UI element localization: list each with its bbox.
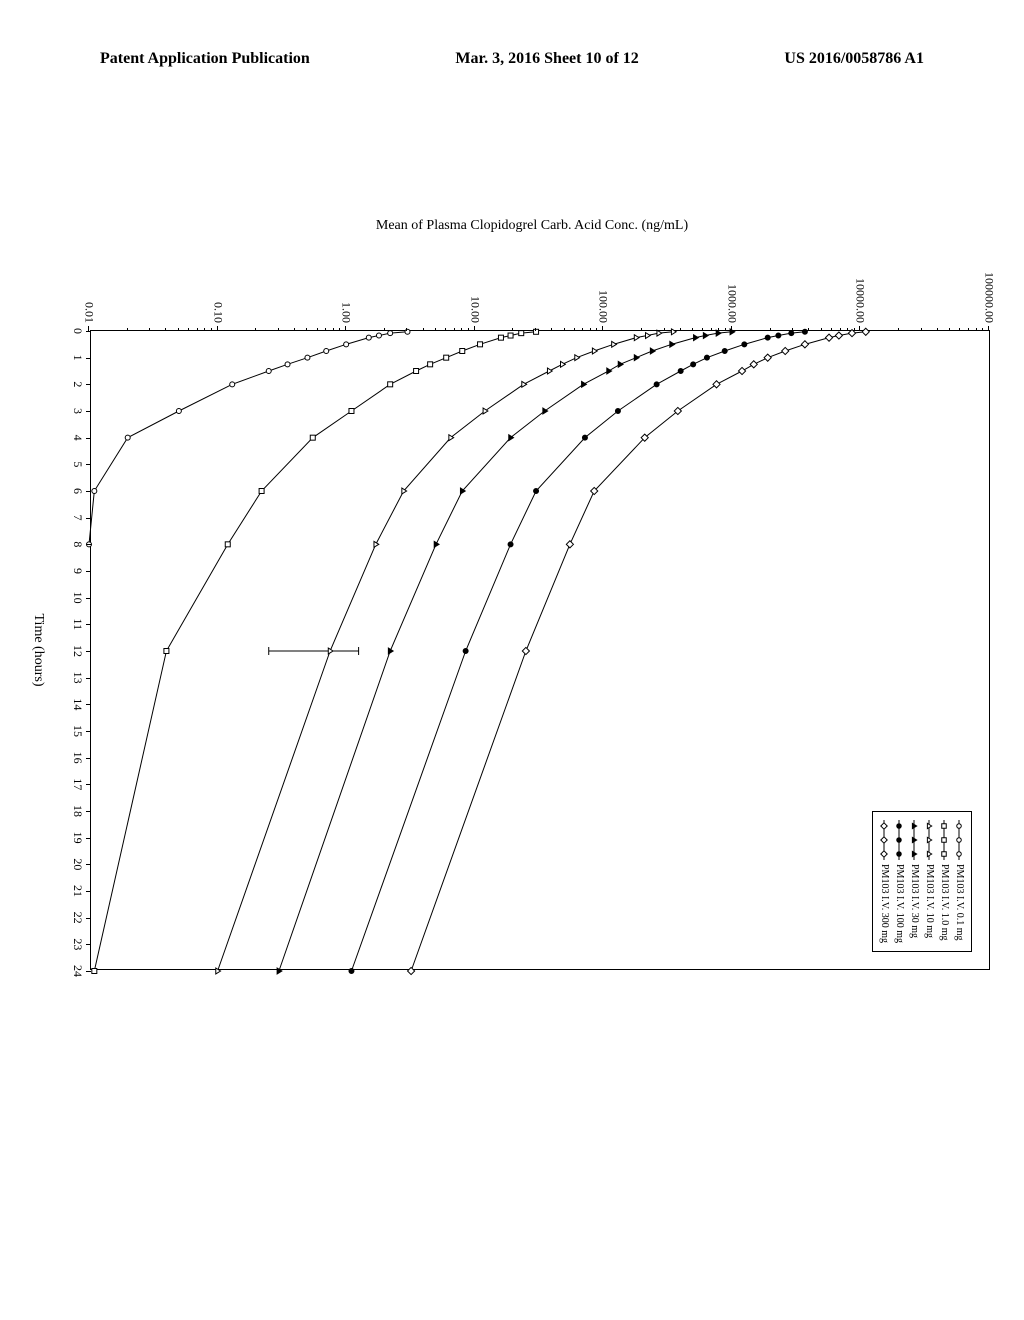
header-center: Mar. 3, 2016 Sheet 10 of 12: [455, 50, 638, 68]
figure-container: FIG. 12 0.010.101.0010.00100.001000.0010…: [140, 200, 880, 1100]
legend-item: PM103 I.V. 10 mg: [922, 820, 937, 943]
y-tick-label: 0.10: [210, 302, 225, 323]
x-tick-label: 17: [70, 778, 85, 790]
y-tick-label: 10000.00: [853, 278, 868, 323]
x-tick-label: 4: [70, 435, 85, 441]
header-left: Patent Application Publication: [100, 50, 310, 68]
chart-wrapper: 0.010.101.0010.00100.001000.0010000.0010…: [90, 330, 990, 970]
legend-label: PM103 I.V. 30 mg: [907, 864, 922, 938]
x-tick-label: 2: [70, 381, 85, 387]
y-tick-label: 1.00: [339, 302, 354, 323]
legend-item: PM103 I.V. 100 mg: [892, 820, 907, 943]
x-tick-label: 1: [70, 355, 85, 361]
y-tick-label: 10.00: [467, 296, 482, 323]
x-tick-label: 10: [70, 592, 85, 604]
x-tick-label: 18: [70, 805, 85, 817]
chart-plot-area: 0.010.101.0010.00100.001000.0010000.0010…: [90, 330, 990, 970]
x-tick-label: 8: [70, 541, 85, 547]
x-tick-label: 11: [70, 619, 85, 631]
legend-item: PM103 I.V. 30 mg: [907, 820, 922, 943]
legend-item: PM103 I.V. 0.1 mg: [952, 820, 967, 943]
y-axis-label: Mean of Plasma Clopidogrel Carb. Acid Co…: [376, 218, 688, 234]
y-tick-label: 100000.00: [982, 272, 997, 323]
x-tick-label: 20: [70, 858, 85, 870]
x-tick-label: 0: [70, 328, 85, 334]
x-tick-label: 5: [70, 461, 85, 467]
x-tick-label: 16: [70, 752, 85, 764]
y-tick-label: 0.01: [82, 302, 97, 323]
legend-label: PM103 I.V. 10 mg: [922, 864, 937, 938]
x-tick-label: 3: [70, 408, 85, 414]
x-tick-label: 7: [70, 515, 85, 521]
legend-item: PM103 I.V. 1.0 mg: [937, 820, 952, 943]
legend-label: PM103 I.V. 0.1 mg: [952, 864, 967, 941]
x-tick-label: 19: [70, 832, 85, 844]
y-tick-label: 1000.00: [724, 284, 739, 323]
x-tick-label: 15: [70, 725, 85, 737]
legend-label: PM103 I.V. 300 mg: [877, 864, 892, 943]
x-tick-label: 22: [70, 912, 85, 924]
x-tick-label: 13: [70, 672, 85, 684]
x-tick-label: 21: [70, 885, 85, 897]
legend-item: PM103 I.V. 300 mg: [877, 820, 892, 943]
page-header: Patent Application Publication Mar. 3, 2…: [0, 50, 1024, 68]
x-tick-label: 14: [70, 698, 85, 710]
x-axis-label: Time (hours): [30, 614, 46, 687]
chart-svg: [89, 331, 989, 971]
x-tick-label: 12: [70, 645, 85, 657]
y-tick-label: 100.00: [596, 290, 611, 323]
x-tick-label: 24: [70, 965, 85, 977]
legend-label: PM103 I.V. 1.0 mg: [937, 864, 952, 941]
header-right: US 2016/0058786 A1: [784, 50, 924, 68]
x-tick-label: 6: [70, 488, 85, 494]
x-tick-label: 23: [70, 938, 85, 950]
chart-legend: PM103 I.V. 0.1 mgPM103 I.V. 1.0 mgPM103 …: [872, 811, 972, 952]
x-tick-label: 9: [70, 568, 85, 574]
legend-label: PM103 I.V. 100 mg: [892, 864, 907, 943]
